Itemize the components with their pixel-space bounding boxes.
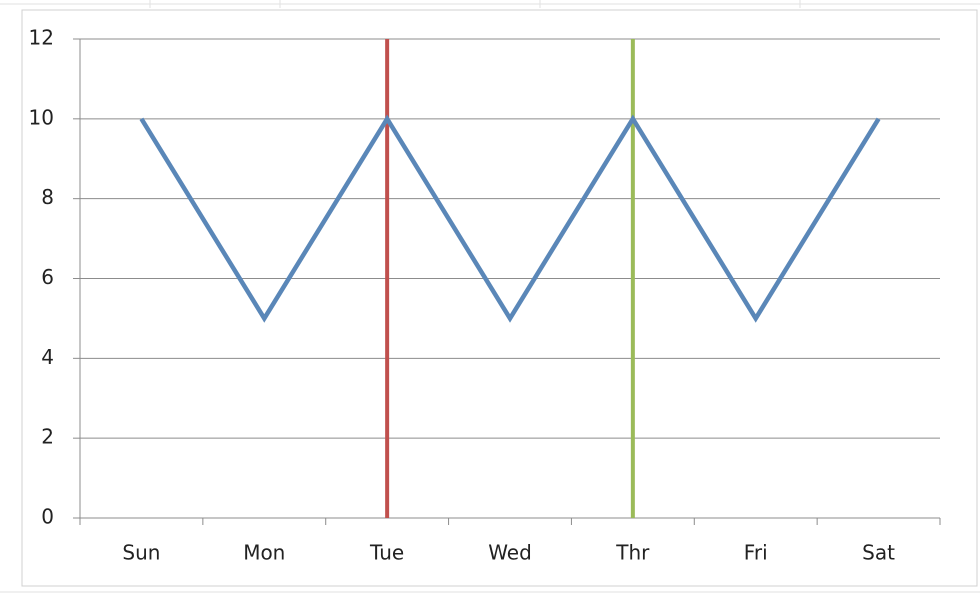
y-tick-label: 10 [29, 105, 54, 129]
y-tick-label: 6 [41, 265, 54, 289]
y-tick-label: 8 [41, 185, 54, 209]
x-tick-label: Thr [615, 541, 650, 565]
x-tick-label: Sun [122, 541, 160, 565]
x-tick-label: Mon [243, 541, 285, 565]
x-tick-label: Sat [862, 541, 895, 565]
y-tick-label: 2 [41, 425, 54, 449]
x-tick-label: Tue [369, 541, 404, 565]
y-tick-label: 4 [41, 345, 54, 369]
line-series [139, 114, 881, 323]
x-tick-label: Wed [488, 541, 532, 565]
y-tick-label: 12 [29, 26, 54, 50]
y-tick-label: 0 [41, 505, 54, 529]
x-tick-label: Fri [744, 541, 768, 565]
